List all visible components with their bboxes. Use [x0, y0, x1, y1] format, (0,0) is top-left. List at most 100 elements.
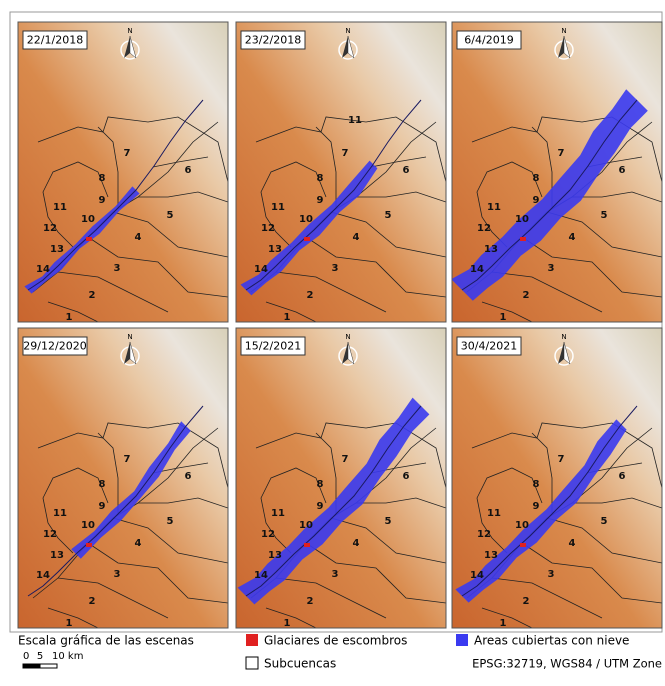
subcatchment-label: 4	[353, 232, 360, 243]
subcatchment-label: 9	[317, 501, 324, 512]
subcatchment-label: 13	[484, 550, 498, 561]
subcatchment-label: 9	[99, 501, 106, 512]
subcatchment-label: 10	[81, 214, 95, 225]
scale-bar	[23, 664, 40, 668]
subcatchment-label: 3	[114, 263, 121, 274]
rock-glacier	[520, 543, 526, 547]
subcatchment-label: 8	[99, 479, 106, 490]
subcatchment-label: 1	[500, 312, 507, 323]
subcatchment-label: 10	[299, 520, 313, 531]
map-panel: 12345678910111213146/4/2019N	[451, 22, 662, 323]
subcatchment-label: 7	[124, 454, 131, 465]
subcatchment-label: 11	[487, 508, 501, 519]
rock-glacier	[304, 237, 310, 241]
subcatchment-label: 7	[342, 148, 349, 159]
subcatchment-label: 12	[477, 529, 491, 540]
subcatchment-label: 13	[268, 244, 282, 255]
scale-tick-label: 5	[37, 651, 43, 662]
legend-swatch	[456, 634, 468, 646]
subcatchment-label: 11	[271, 202, 285, 213]
subcatchment-label: 2	[307, 596, 314, 607]
subcatchment-label: 12	[43, 529, 57, 540]
subcatchment-label: 6	[403, 165, 410, 176]
subcatchment-label: 4	[353, 538, 360, 549]
north-label: N	[127, 27, 132, 35]
subcatchment-label: 1	[66, 618, 73, 629]
subcatchment-label: 11	[348, 115, 362, 126]
subcatchment-label: 6	[403, 471, 410, 482]
date-label: 15/2/2021	[245, 340, 301, 353]
scale-tick-label: 10 km	[52, 651, 83, 662]
rock-glacier	[520, 237, 526, 241]
north-label: N	[561, 333, 566, 341]
subcatchment-label: 8	[533, 173, 540, 184]
subcatchment-label: 6	[619, 471, 626, 482]
subcatchment-label: 12	[261, 529, 275, 540]
legend-label: Glaciares de escombros	[264, 634, 407, 648]
subcatchment-label: 4	[135, 232, 142, 243]
legend-swatch	[246, 634, 258, 646]
subcatchment-label: 6	[185, 471, 192, 482]
subcatchment-label: 10	[299, 214, 313, 225]
subcatchment-label: 14	[470, 570, 484, 581]
north-label: N	[345, 333, 350, 341]
subcatchment-label: 9	[533, 501, 540, 512]
subcatchment-label: 9	[99, 195, 106, 206]
subcatchment-label: 14	[36, 264, 50, 275]
subcatchment-label: 6	[619, 165, 626, 176]
map-panel: 123456789101112131429/12/2020N	[18, 328, 228, 629]
subcatchment-label: 1	[284, 618, 291, 629]
subcatchment-label: 11	[53, 202, 67, 213]
scale-title: Escala gráfica de las escenas	[18, 634, 194, 648]
rock-glacier	[304, 543, 310, 547]
subcatchment-label: 8	[533, 479, 540, 490]
subcatchment-label: 6	[185, 165, 192, 176]
rock-glacier	[86, 543, 92, 547]
subcatchment-label: 7	[342, 454, 349, 465]
scale-bar	[40, 664, 57, 668]
subcatchment-label: 2	[523, 290, 530, 301]
subcatchment-label: 2	[89, 596, 96, 607]
subcatchment-label: 4	[135, 538, 142, 549]
legend-swatch	[246, 657, 258, 669]
subcatchment-label: 9	[533, 195, 540, 206]
subcatchment-label: 10	[81, 520, 95, 531]
subcatchment-label: 5	[601, 516, 608, 527]
subcatchment-label: 5	[601, 210, 608, 221]
north-label: N	[127, 333, 132, 341]
subcatchment-label: 3	[332, 263, 339, 274]
subcatchment-label: 13	[268, 550, 282, 561]
subcatchment-label: 13	[484, 244, 498, 255]
subcatchment-label: 4	[569, 232, 576, 243]
map-content: 1234567891011121314	[18, 328, 228, 629]
date-label: 22/1/2018	[27, 34, 83, 47]
map-content: 1234567891011121314	[451, 22, 662, 323]
figure: 123456789101112131422/1/2018N12345678910…	[0, 0, 665, 682]
rock-glacier	[86, 237, 92, 241]
subcatchment-label: 1	[284, 312, 291, 323]
subcatchment-label: 14	[254, 570, 268, 581]
crs-label: EPSG:32719, WGS84 / UTM Zone	[472, 657, 662, 671]
date-label: 6/4/2019	[464, 34, 513, 47]
subcatchment-label: 8	[99, 173, 106, 184]
subcatchment-label: 5	[385, 210, 392, 221]
subcatchment-label: 1	[66, 312, 73, 323]
subcatchment-label: 11	[487, 202, 501, 213]
subcatchment-label: 14	[254, 264, 268, 275]
subcatchment-label: 12	[261, 223, 275, 234]
subcatchment-label: 2	[89, 290, 96, 301]
date-label: 29/12/2020	[23, 340, 86, 353]
subcatchment-label: 11	[53, 508, 67, 519]
date-label: 23/2/2018	[245, 34, 301, 47]
map-panel: 123456789101112131430/4/2021N	[452, 328, 662, 629]
subcatchment-label: 13	[50, 244, 64, 255]
subcatchment-label: 7	[558, 148, 565, 159]
subcatchment-label: 8	[317, 173, 324, 184]
subcatchment-label: 3	[548, 569, 555, 580]
north-label: N	[561, 27, 566, 35]
subcatchment-label: 5	[167, 516, 174, 527]
